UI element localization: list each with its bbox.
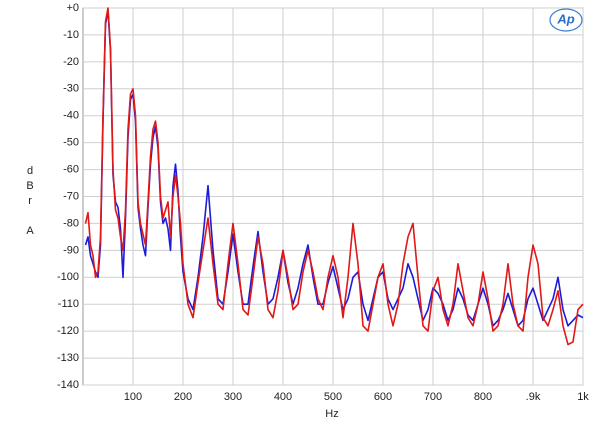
x-tick-label: 200 <box>174 391 192 403</box>
y-tick-label: -80 <box>63 217 79 229</box>
x-tick-label: 700 <box>424 391 442 403</box>
y-tick-label: -90 <box>63 244 79 256</box>
y-tick-label: +0 <box>66 2 79 14</box>
y-tick-label: -60 <box>63 163 79 175</box>
x-tick-label: 400 <box>274 391 292 403</box>
x-tick-label: 500 <box>324 391 342 403</box>
x-tick-label: .9k <box>526 391 541 403</box>
series-line <box>84 7 584 346</box>
y-tick-label: -30 <box>63 83 79 95</box>
logo: Ap <box>549 8 583 32</box>
x-axis-label: Hz <box>325 408 338 420</box>
logo-text: Ap <box>556 11 574 26</box>
y-tick-label: -100 <box>57 271 79 283</box>
x-tick-label: 1k <box>577 391 589 403</box>
y-tick-label: -20 <box>63 56 79 68</box>
y-tick-label: -70 <box>63 190 79 202</box>
y-tick-label: -140 <box>57 379 79 391</box>
y-tick-label: -110 <box>58 298 79 310</box>
logo-ring <box>549 8 583 32</box>
x-tick-label: 800 <box>474 391 492 403</box>
y-tick-label: -130 <box>57 352 79 364</box>
y-tick-label: -40 <box>63 110 79 122</box>
x-tick-label: 100 <box>124 391 142 403</box>
y-tick-label: -120 <box>57 325 79 337</box>
x-tick-label: 300 <box>224 391 242 403</box>
y-tick-label: -10 <box>63 29 79 41</box>
x-tick-label: 600 <box>374 391 392 403</box>
y-tick-label: -50 <box>63 137 79 149</box>
y-axis-label: dBr A <box>24 165 36 240</box>
